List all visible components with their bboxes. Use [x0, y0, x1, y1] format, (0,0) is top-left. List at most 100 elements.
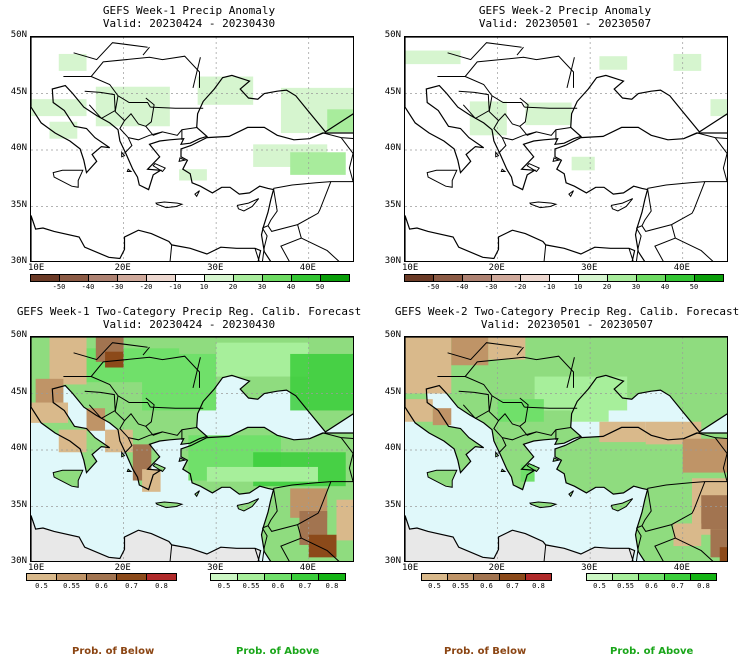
colorbar-label: 40	[286, 283, 296, 291]
colorbar-swatch	[549, 274, 579, 282]
lat-tick-label: 45N	[384, 86, 401, 97]
colorbar-swatch	[204, 274, 234, 282]
lat-tick-label: 50N	[10, 30, 27, 40]
colorbar-swatch	[499, 573, 526, 581]
colorbar-swatch	[26, 573, 57, 581]
map-week2-anomaly	[404, 36, 728, 262]
colorbar-swatch	[520, 274, 550, 282]
panel4-valid-text: Valid: 20230501 - 20230507	[480, 318, 654, 331]
colorbar-swatch	[462, 274, 492, 282]
colorbar-swatch	[318, 573, 346, 581]
colorbar-swatch	[59, 274, 89, 282]
colorbar-label: -10	[542, 283, 556, 291]
colorbar-label: 0.7	[298, 582, 312, 590]
colorbar-label: -20	[139, 283, 153, 291]
colorbar-swatch	[117, 274, 147, 282]
lon-tick-label: 40E	[673, 563, 690, 573]
lon-tick-label: 30E	[581, 563, 598, 573]
panel3-title-text: GEFS Week-1 Two-Category Precip Reg. Cal…	[16, 305, 362, 318]
colorbar-label: 0.7	[671, 582, 684, 590]
colorbar-label: -10	[168, 283, 182, 291]
colorbar-label: 0.55	[63, 582, 80, 590]
colorbar-label: 0.8	[325, 582, 339, 590]
colorbar-swatch	[607, 274, 637, 282]
prob-above-label-1: Prob. of Above	[236, 646, 320, 657]
colorbar-label: -30	[484, 283, 498, 291]
probability-map-svg	[405, 337, 727, 561]
below-colorbar-2	[421, 573, 552, 581]
panel2-title: GEFS Week-2 Precip Anomaly Valid: 202305…	[404, 4, 726, 30]
colorbar-swatch	[320, 274, 350, 282]
lat-tick-label: 35N	[384, 499, 401, 510]
panel4-title-text: GEFS Week-2 Two-Category Precip Reg. Cal…	[394, 305, 740, 318]
colorbar-swatch	[56, 573, 87, 581]
panel2-title-text: GEFS Week-2 Precip Anomaly	[478, 4, 652, 17]
lon-tick-label: 20E	[114, 563, 131, 573]
lon-tick-label: 10E	[28, 263, 45, 273]
colorbar-swatch	[146, 573, 177, 581]
colorbar-label: 0.55	[617, 582, 634, 590]
colorbar-swatch	[146, 274, 176, 282]
colorbar-swatch	[116, 573, 147, 581]
anomaly-map-svg	[31, 37, 353, 261]
colorbar-swatch	[578, 274, 608, 282]
colorbar-swatch	[264, 573, 292, 581]
colorbar-swatch	[233, 274, 263, 282]
colorbar-swatch	[612, 573, 639, 581]
colorbar-swatch	[175, 274, 205, 282]
lat-tick-label: 35N	[10, 199, 27, 210]
colorbar-swatch	[690, 573, 717, 581]
colorbar-swatch	[433, 274, 463, 282]
colorbar-swatch	[525, 573, 552, 581]
colorbar-label: 20	[228, 283, 238, 291]
lon-tick-label: 30E	[581, 263, 598, 273]
colorbar-label: 10	[199, 283, 209, 291]
lon-tick-label: 30E	[207, 263, 224, 273]
colorbar-swatch	[421, 573, 448, 581]
colorbar-swatch	[447, 573, 474, 581]
lat-tick-label: 50N	[384, 330, 401, 340]
map-week1-anomaly	[30, 36, 354, 262]
lat-tick-label: 35N	[10, 499, 27, 510]
colorbar-label: -50	[52, 283, 66, 291]
colorbar-swatch	[404, 274, 434, 282]
lat-tick-label: 30N	[384, 256, 401, 266]
colorbar-label: 50	[315, 283, 325, 291]
colorbar-swatch	[210, 573, 238, 581]
above-colorbar-1	[210, 573, 346, 581]
below-colorbar-1	[26, 573, 177, 581]
prob-above-label-2: Prob. of Above	[610, 646, 694, 657]
colorbar-label: 0.6	[480, 582, 493, 590]
lat-tick-label: 45N	[10, 86, 27, 97]
colorbar-swatch	[694, 274, 724, 282]
map-week1-prob	[30, 336, 354, 562]
panel1-title: GEFS Week-1 Precip Anomaly Valid: 202304…	[30, 4, 348, 30]
colorbar-label: 0.8	[532, 582, 545, 590]
colorbar-swatch	[473, 573, 500, 581]
colorbar-label: -40	[81, 283, 95, 291]
colorbar-swatch	[291, 573, 319, 581]
colorbar-swatch	[491, 274, 521, 282]
colorbar-label: 0.8	[155, 582, 168, 590]
lat-tick-label: 45N	[384, 386, 401, 397]
colorbar-label: 30	[257, 283, 267, 291]
lat-tick-label: 35N	[384, 199, 401, 210]
above-colorbar-2	[586, 573, 717, 581]
lon-tick-label: 40E	[673, 263, 690, 273]
map-week2-prob	[404, 336, 728, 562]
lon-tick-label: 40E	[299, 263, 316, 273]
panel3-valid-text: Valid: 20230424 - 20230430	[102, 318, 276, 331]
anomaly-colorbar-1	[30, 274, 350, 282]
colorbar-label: 0.7	[125, 582, 138, 590]
panel1-title-text: GEFS Week-1 Precip Anomaly	[102, 4, 276, 17]
lat-tick-label: 50N	[384, 30, 401, 40]
colorbar-label: 0.55	[242, 582, 260, 590]
colorbar-label: 0.8	[697, 582, 710, 590]
lon-tick-label: 10E	[402, 263, 419, 273]
colorbar-swatch	[586, 573, 613, 581]
lon-tick-label: 40E	[299, 563, 316, 573]
lat-tick-label: 40N	[384, 143, 401, 153]
lon-tick-label: 20E	[114, 263, 131, 273]
lat-tick-label: 40N	[10, 143, 27, 153]
colorbar-swatch	[636, 274, 666, 282]
